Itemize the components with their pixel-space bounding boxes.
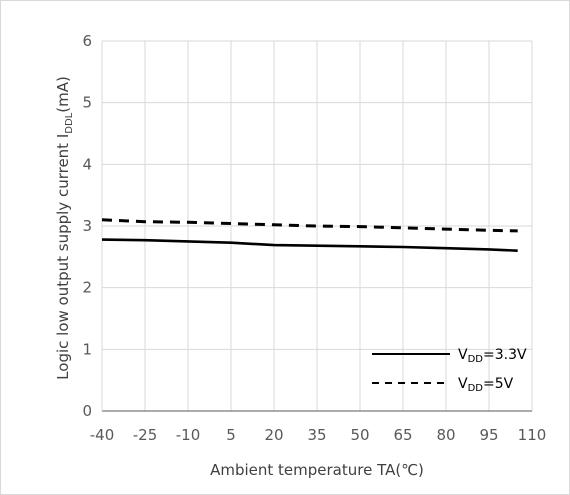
y-axis-title-prefix: Logic low output supply current I	[54, 134, 72, 380]
x-tick-label: 35	[307, 426, 326, 444]
x-tick-labels: -40 -25 -10 5 20 35 50 65 80 95 110	[90, 426, 547, 444]
x-tick-label: 65	[393, 426, 412, 444]
x-tick-label: 20	[264, 426, 283, 444]
legend-item-vdd-5v: VDD=5V	[372, 376, 514, 394]
x-tick-label: 5	[226, 426, 236, 444]
legend-label-vdd-3v3: VDD=3.3V	[458, 347, 527, 365]
series-line-vdd-5v	[101, 218, 518, 233]
y-tick-label: 5	[82, 94, 92, 112]
y-tick-label: 2	[82, 279, 92, 297]
y-axis-title-suffix: (mA)	[54, 76, 72, 113]
y-tick-label: 3	[82, 217, 92, 235]
y-tick-label: 4	[82, 155, 92, 173]
x-tick-label: -40	[90, 426, 115, 444]
x-tick-label: -25	[133, 426, 158, 444]
x-axis-title: Ambient temperature TA(℃)	[210, 461, 424, 479]
x-tick-label: -10	[176, 426, 201, 444]
series-line-vdd-3v3	[101, 238, 518, 252]
x-tick-label: 110	[518, 426, 547, 444]
y-tick-label: 0	[82, 402, 92, 420]
axes	[101, 41, 532, 412]
y-tick-label: 1	[82, 340, 92, 358]
legend-item-vdd-3v3: VDD=3.3V	[372, 347, 527, 365]
x-tick-label: 95	[479, 426, 498, 444]
x-tick-label: 80	[436, 426, 455, 444]
x-tick-label: 50	[350, 426, 369, 444]
legend: VDD=3.3V VDD=5V	[372, 347, 527, 394]
series-lines	[101, 218, 518, 252]
grid-lines	[102, 40, 533, 411]
legend-label-vdd-5v: VDD=5V	[458, 376, 514, 394]
y-tick-labels: 0 1 2 3 4 5 6	[82, 32, 92, 420]
y-axis-title: Logic low output supply current IDDL(mA)	[54, 76, 75, 380]
y-tick-label: 6	[82, 32, 92, 50]
y-axis-title-subscript: DDL	[64, 112, 75, 133]
